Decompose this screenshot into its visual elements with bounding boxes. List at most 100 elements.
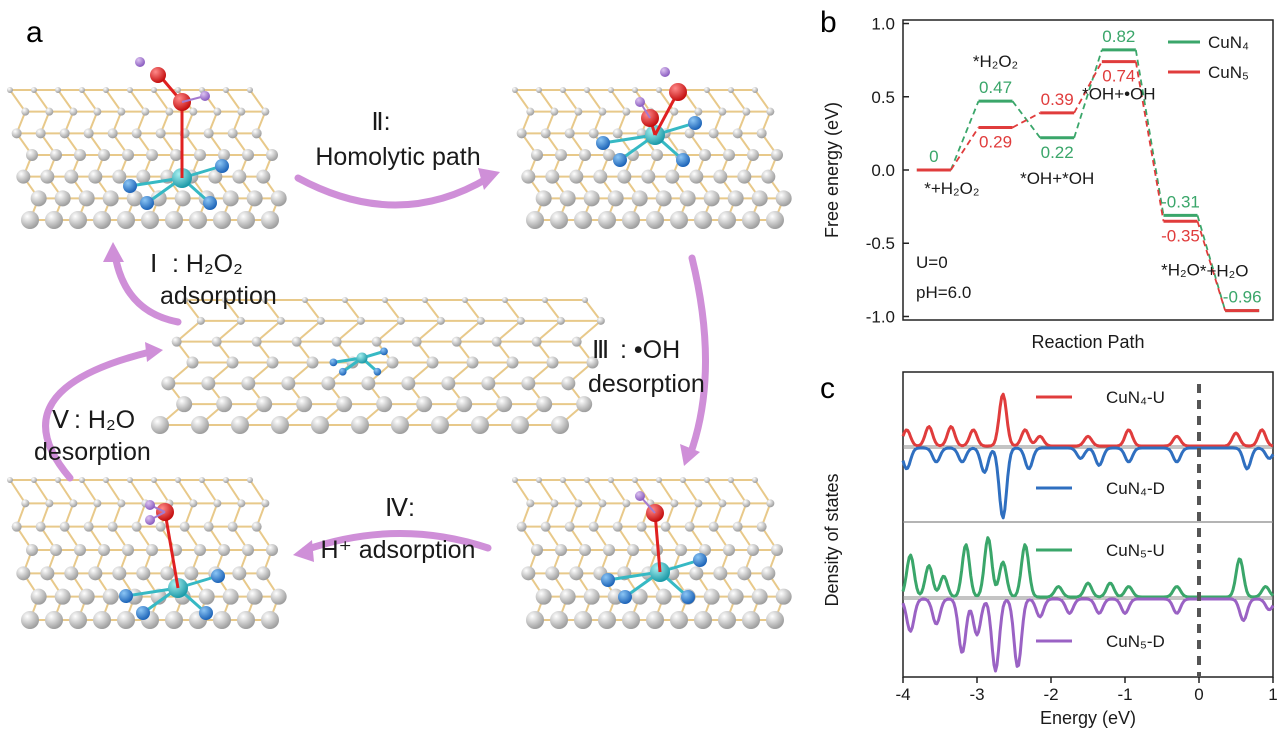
carbon-atom — [540, 128, 551, 139]
carbon-atom — [584, 87, 590, 93]
carbon-atom — [223, 87, 229, 93]
carbon-atom — [170, 149, 182, 161]
carbon-atom — [223, 477, 229, 483]
carbon-atom — [218, 149, 230, 161]
oxygen-atom — [669, 83, 687, 101]
cc-bond — [536, 320, 562, 343]
carbon-atom — [261, 107, 270, 116]
energy-connector — [1196, 215, 1227, 311]
carbon-atom — [231, 416, 249, 434]
carbon-atom — [136, 566, 151, 581]
carbon-atom — [689, 566, 704, 581]
carbon-atom — [622, 611, 640, 629]
nitrogen-atom — [329, 358, 338, 367]
carbon-atom — [189, 499, 198, 508]
graphene-sheet-top-left — [7, 57, 287, 229]
carbon-atom — [165, 107, 174, 116]
energy-legend: CuN₄ CuN₅ — [1168, 33, 1249, 82]
carbon-atom — [550, 611, 568, 629]
carbon-atom — [26, 544, 38, 556]
carbon-atom — [179, 521, 190, 532]
cc-bond — [586, 479, 604, 504]
carbon-atom — [45, 211, 63, 229]
step-labels: Ⅱ: Homolytic path Ⅰ : H₂O₂ adsorption Ⅲ … — [34, 108, 705, 564]
carbon-atom — [211, 336, 222, 347]
energy-y-axis: 1.0 0.5 0.0 -0.5 -1.0 — [866, 15, 909, 326]
arrowhead-5 — [145, 342, 163, 362]
carbon-atom — [675, 544, 687, 556]
hydrogen-atom — [145, 515, 155, 525]
carbon-atom — [107, 521, 118, 532]
energy-connector — [1134, 49, 1165, 216]
carbon-atom — [16, 566, 31, 581]
carbon-atom — [684, 128, 695, 139]
carbon-atom — [321, 376, 336, 391]
carbon-atom — [242, 544, 254, 556]
hydrogen-atom — [635, 97, 645, 107]
carbon-atom — [742, 611, 760, 629]
carbon-atom — [237, 499, 246, 508]
carbon-atom — [756, 521, 767, 532]
arrowhead-4 — [293, 540, 314, 562]
cc-bond — [256, 320, 282, 343]
cc-bond — [496, 320, 522, 343]
carbon-atom — [560, 87, 566, 93]
carbon-atom — [127, 87, 133, 93]
carbon-atom — [608, 87, 614, 93]
dos-trace-0 — [901, 392, 1274, 448]
cc-bond — [504, 299, 522, 322]
carbon-atom — [521, 169, 536, 184]
dos-x-axis: -4 -3 -2 -1 0 1 — [895, 677, 1278, 704]
carbon-atom — [69, 211, 87, 229]
cc-bond — [153, 479, 171, 504]
energy-value-label: -0.96 — [1223, 288, 1262, 307]
step-1-roman: Ⅰ — [150, 250, 157, 278]
annotation-potential: U=0 — [916, 253, 948, 272]
carbon-atom — [516, 128, 527, 139]
energy-y-axis-title: Free energy (eV) — [822, 102, 842, 238]
cc-bond — [514, 89, 532, 113]
carbon-atom — [732, 128, 743, 139]
arrow-step-1 — [111, 251, 182, 326]
carbon-atom — [775, 190, 792, 207]
carbon-atom — [656, 477, 662, 483]
cc-bond — [33, 479, 51, 504]
energy-value-label: 0 — [929, 147, 938, 166]
energy-value-label: 0.22 — [1041, 143, 1074, 162]
cc-bond — [538, 89, 556, 113]
carbon-atom — [694, 107, 703, 116]
carbon-atom — [506, 356, 519, 369]
carbon-atom — [531, 336, 542, 347]
cc-bond — [9, 89, 27, 113]
cc-bond — [576, 320, 602, 343]
carbon-atom — [718, 499, 727, 508]
cc-bond — [384, 299, 402, 322]
carbon-atom — [127, 477, 133, 483]
step-5-text-b: desorption — [34, 438, 151, 466]
cc-bond — [201, 479, 219, 504]
panel-a-letter: a — [26, 16, 43, 49]
carbon-atom — [311, 416, 329, 434]
cu-o-bond — [653, 512, 662, 573]
step-3-text-b: desorption — [588, 370, 705, 398]
carbon-atom — [55, 87, 61, 93]
carbon-atom — [521, 566, 536, 581]
carbon-atom — [54, 588, 71, 605]
carbon-atom — [117, 107, 126, 116]
cc-bond — [129, 479, 147, 504]
legend-backdrop — [1032, 538, 1182, 560]
carbon-atom — [376, 396, 393, 413]
carbon-atom — [708, 128, 719, 139]
carbon-atom — [102, 588, 119, 605]
cc-bond — [81, 89, 99, 113]
carbon-atom — [596, 316, 605, 325]
carbon-atom — [728, 87, 734, 93]
carbon-atom — [74, 149, 86, 161]
hydrogen-atom — [200, 91, 210, 101]
carbon-atom — [771, 149, 783, 161]
cc-bond — [81, 479, 99, 504]
carbon-atom — [441, 376, 456, 391]
carbon-atom — [617, 169, 632, 184]
carbon-atom — [150, 190, 167, 207]
y-tick-label: -0.5 — [866, 234, 895, 253]
